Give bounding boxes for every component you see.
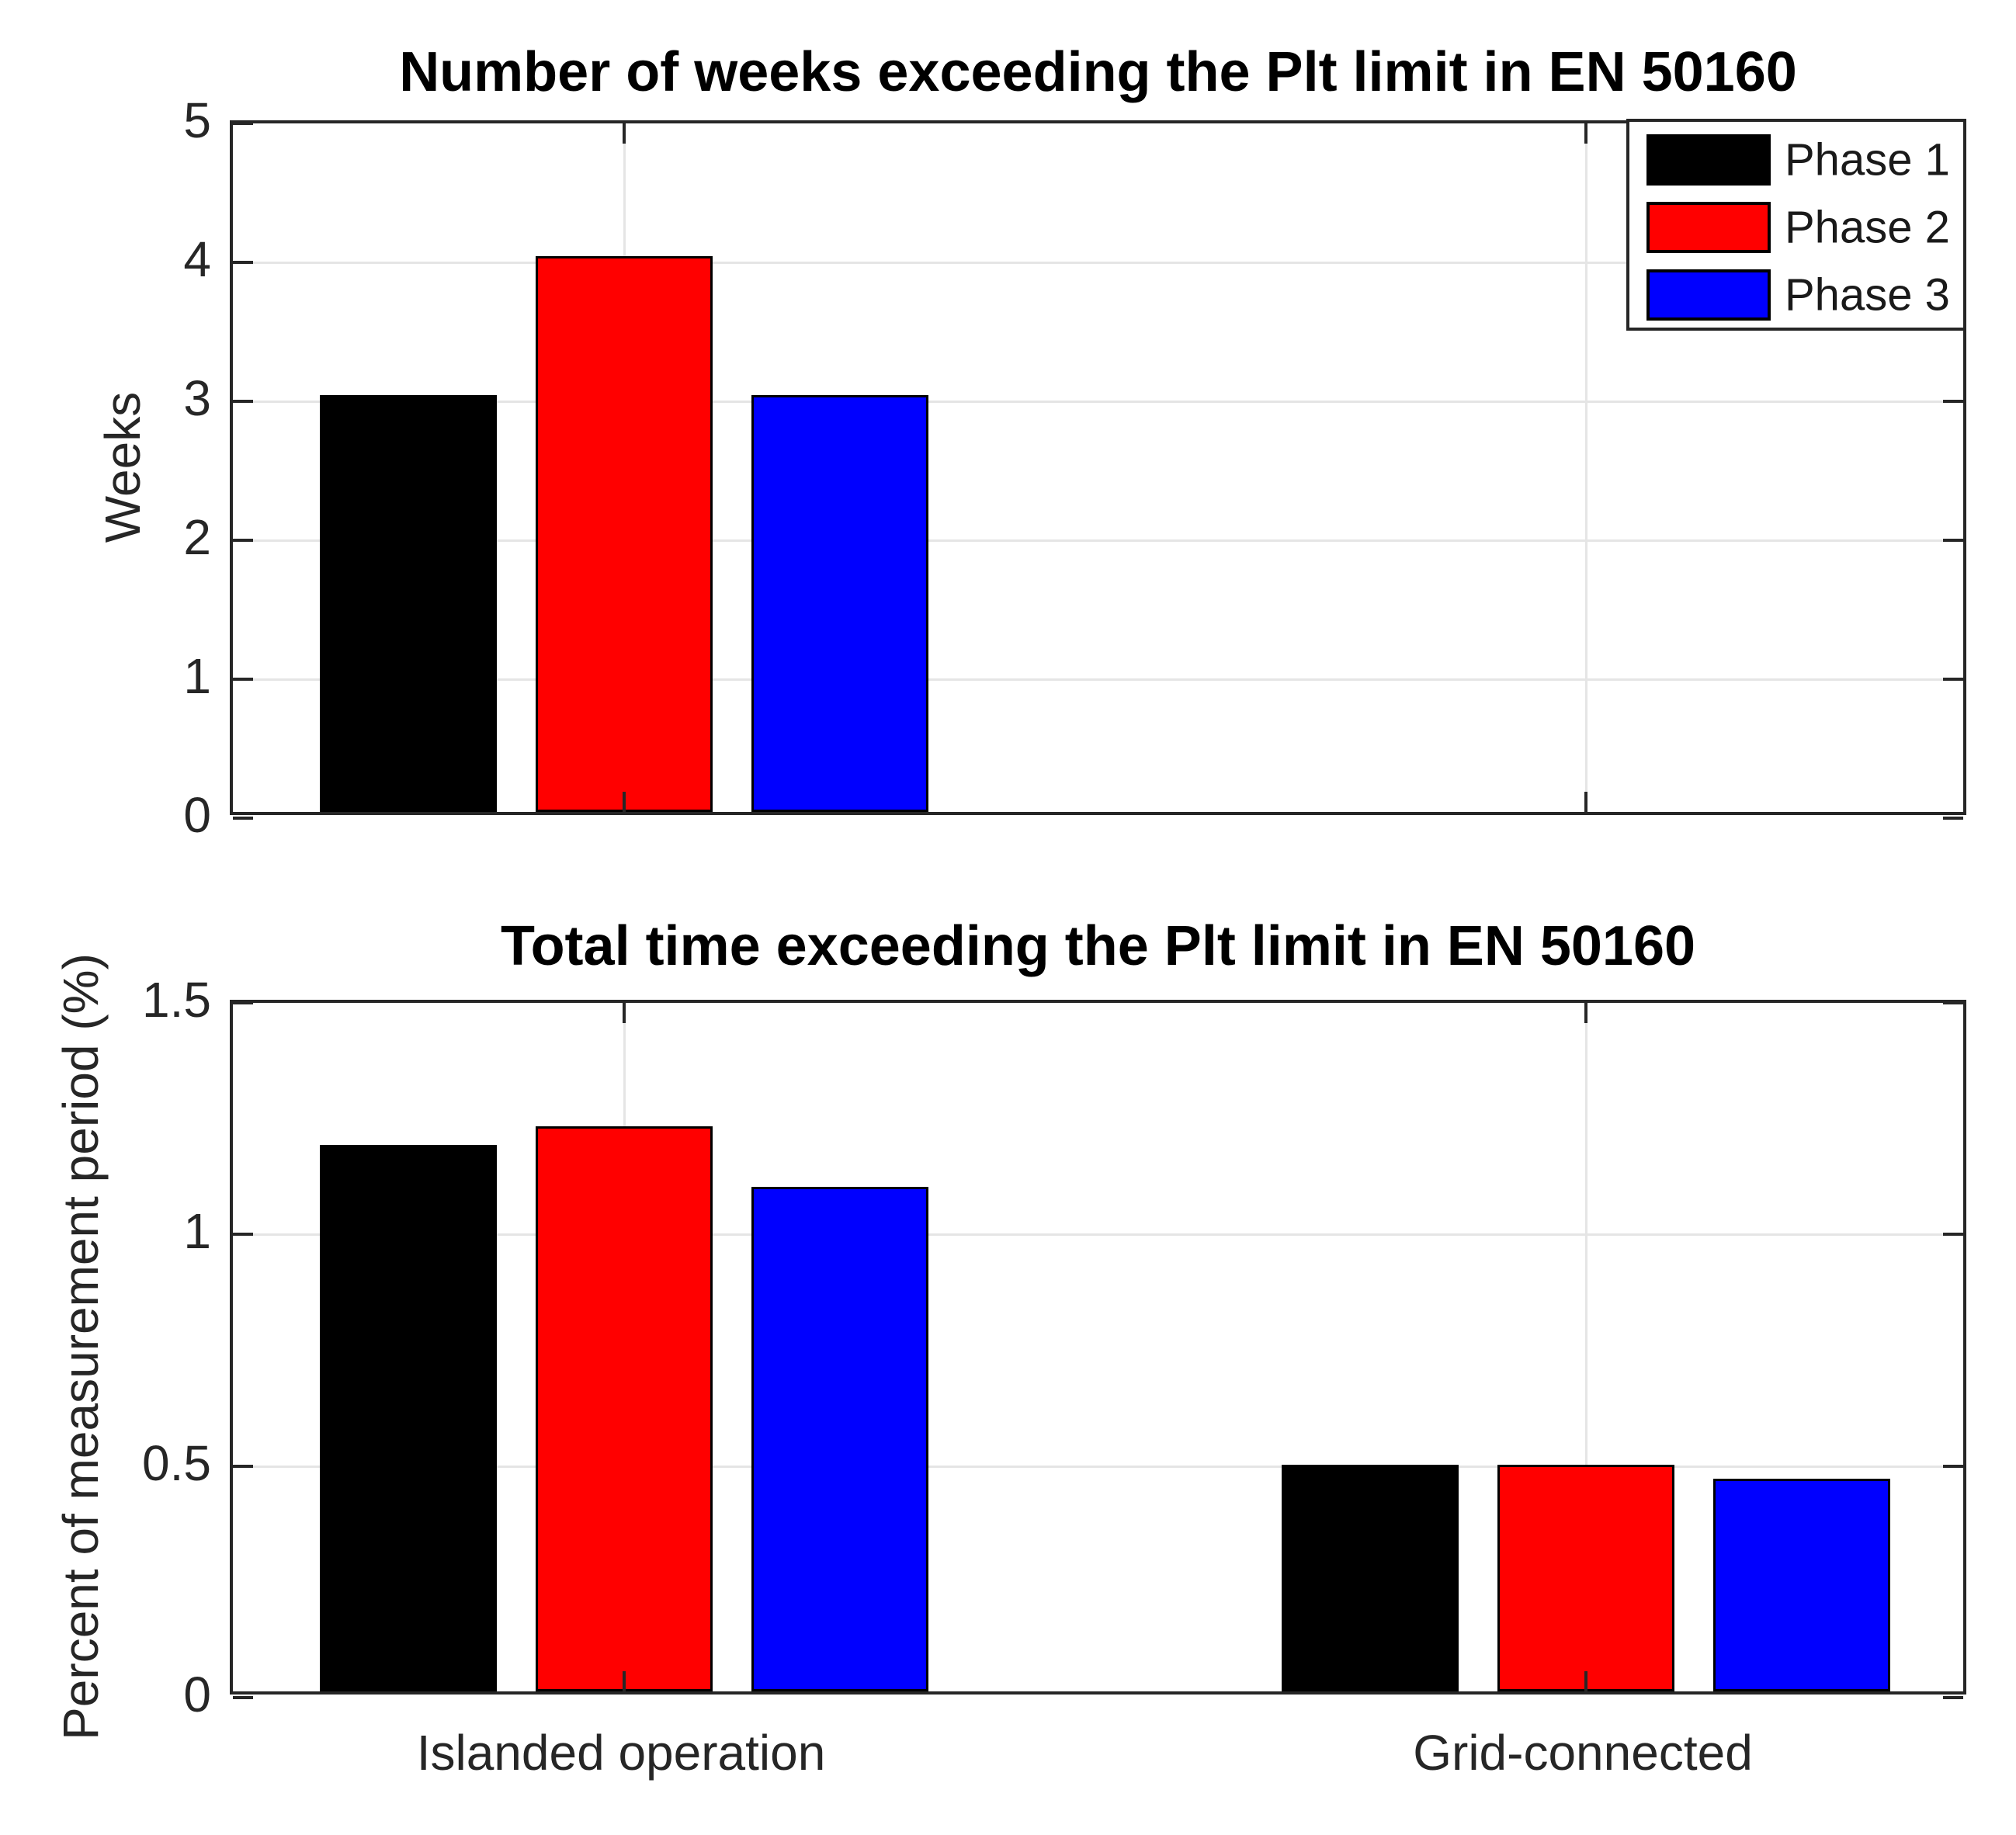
x-category-label: Islanded operation [416, 1725, 826, 1781]
phase-1-swatch [1646, 134, 1771, 186]
y-gridline [233, 678, 1963, 681]
y-gridline [233, 401, 1963, 403]
x-gridline [1585, 123, 1587, 812]
y-gridline [233, 1233, 1963, 1237]
y-tick-left [233, 122, 253, 125]
y-tick-right [1943, 1696, 1963, 1699]
legend-item-phase-1: Phase 1 [1629, 134, 1963, 186]
x-tick-bottom [1584, 792, 1587, 812]
y-tick-label: 0 [183, 787, 211, 843]
y-tick-left [233, 817, 253, 820]
y-tick-label: 3 [183, 370, 211, 426]
y-tick-right [1943, 1233, 1963, 1237]
y-gridline [233, 1465, 1963, 1468]
legend-label: Phase 1 [1785, 134, 1950, 186]
percent-chart-title: Total time exceeding the Plt limit in EN… [500, 915, 1696, 977]
y-tick-left [233, 1233, 253, 1237]
y-tick-label: 4 [183, 231, 211, 287]
legend-item-phase-3: Phase 3 [1629, 269, 1963, 321]
x-tick-bottom [1584, 1671, 1587, 1691]
y-tick-right [1943, 1001, 1963, 1004]
y-tick-label: 1.5 [142, 972, 211, 1028]
y-tick-label: 0 [183, 1667, 211, 1722]
y-tick-left [233, 1696, 253, 1699]
x-tick-bottom [623, 792, 626, 812]
x-tick-top [623, 123, 626, 144]
bar-phase-1 [1282, 1465, 1459, 1691]
percent-plot-area [230, 1000, 1966, 1699]
y-tick-right [1943, 400, 1963, 403]
y-tick-label: 0.5 [142, 1434, 211, 1491]
y-tick-label: 5 [183, 92, 211, 148]
weeks-chart-title: Number of weeks exceeding the Plt limit … [399, 41, 1797, 103]
x-tick-top [1584, 123, 1587, 144]
bar-phase-3 [751, 1187, 928, 1691]
y-tick-right [1943, 1464, 1963, 1468]
x-tick-top [1584, 1003, 1587, 1023]
bar-phase-2 [1497, 1465, 1674, 1691]
percent-y-axis-label: Percent of measurement period (%) [53, 953, 109, 1740]
y-tick-left [233, 400, 253, 403]
phase-3-swatch [1646, 269, 1771, 321]
bar-phase-3 [1713, 1479, 1890, 1691]
x-category-label: Grid-connected [1413, 1725, 1753, 1781]
y-tick-label: 1 [183, 648, 211, 704]
y-tick-left [233, 678, 253, 681]
y-gridline [233, 539, 1963, 542]
legend-label: Phase 2 [1785, 202, 1950, 253]
y-tick-right [1943, 817, 1963, 820]
x-gridline [1585, 1003, 1587, 1691]
y-tick-left [233, 539, 253, 542]
y-tick-right [1943, 539, 1963, 542]
y-tick-left [233, 1464, 253, 1468]
x-tick-bottom [623, 1671, 626, 1691]
bar-phase-1 [320, 1145, 497, 1691]
y-tick-label: 2 [183, 509, 211, 565]
legend: Phase 1 Phase 2 Phase 3 [1626, 119, 1966, 331]
y-tick-label: 1 [183, 1203, 211, 1260]
bar-phase-2 [536, 256, 713, 812]
bar-phase-1 [320, 395, 497, 812]
x-tick-top [623, 1003, 626, 1023]
legend-item-phase-2: Phase 2 [1629, 202, 1963, 253]
y-tick-right [1943, 678, 1963, 681]
y-tick-left [233, 1001, 253, 1004]
legend-label: Phase 3 [1785, 269, 1950, 321]
bar-phase-3 [751, 395, 928, 812]
phase-2-swatch [1646, 202, 1771, 253]
y-gridline [233, 262, 1963, 264]
y-tick-left [233, 261, 253, 264]
bar-phase-2 [536, 1126, 713, 1691]
